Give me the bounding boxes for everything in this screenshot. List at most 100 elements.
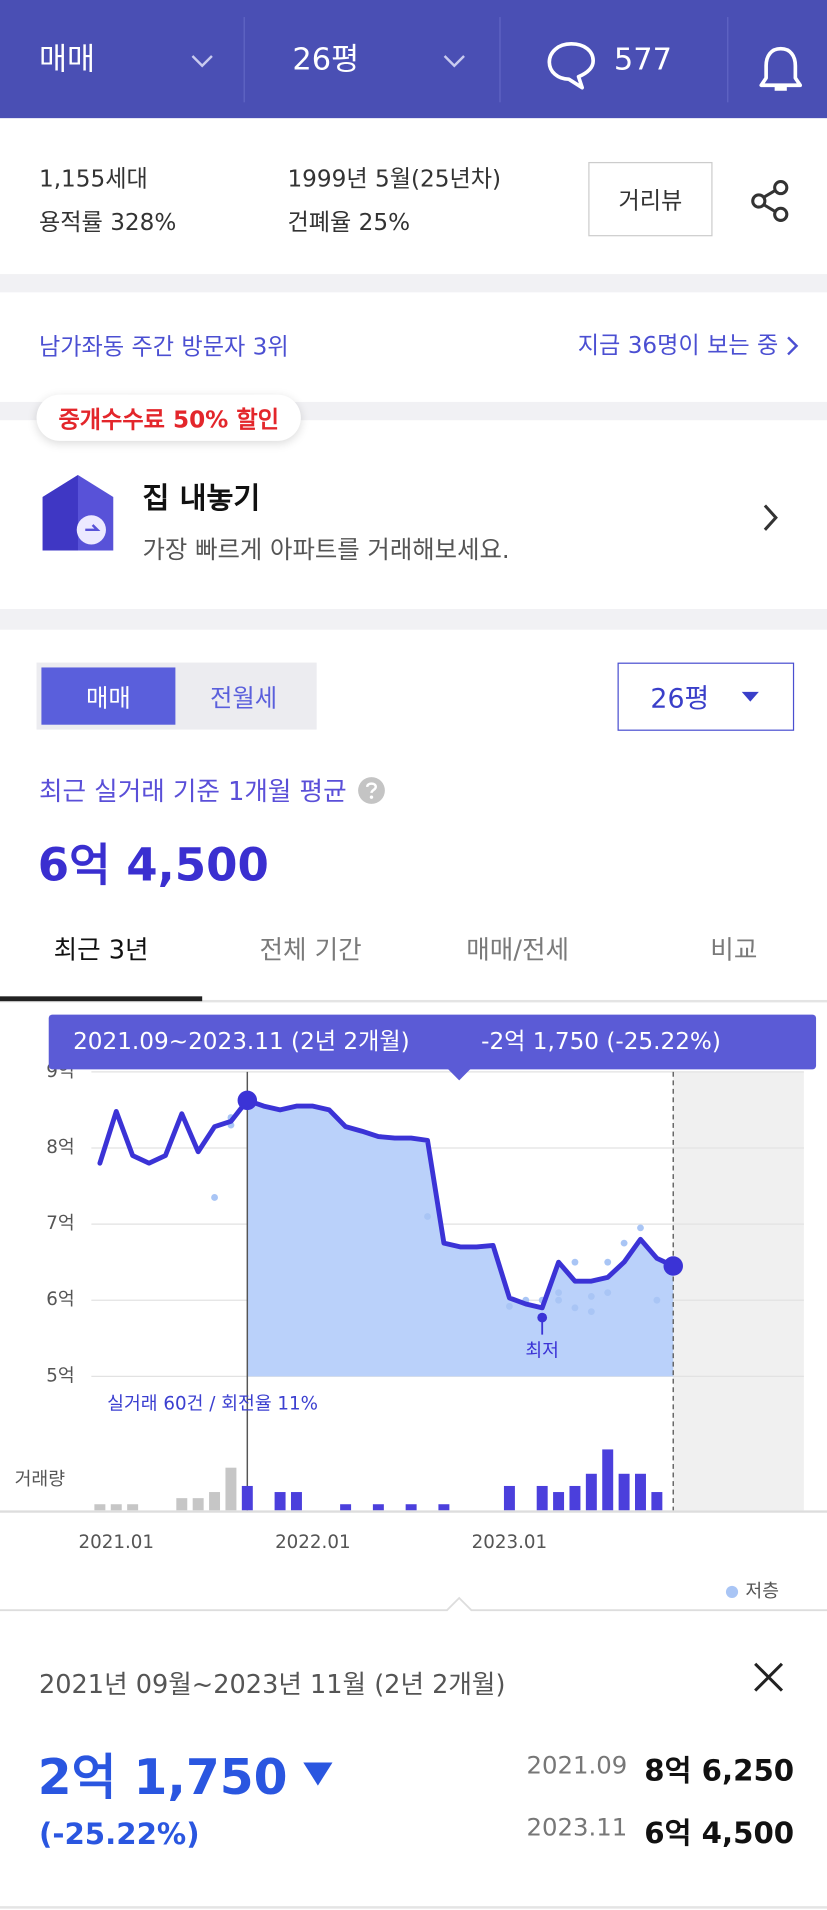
change-amount: 2억 1,750 [37,1750,288,1807]
chevron [787,336,799,356]
scatter-point [604,1258,612,1266]
close-icon[interactable] [753,1661,785,1693]
dropdown-arrow [742,691,760,702]
scatter-point [506,1302,513,1310]
scatter-point [571,1304,579,1312]
dropdown-label: 26평 [650,684,710,715]
range-marker [663,1256,683,1276]
scatter-point [555,1296,562,1304]
volume-bar [225,1467,237,1511]
volume-bar [340,1504,352,1511]
y-tick-label: 5억 [46,1365,74,1386]
average-row: 최근 실거래 기준 1개월 평균 [39,772,386,809]
volume-bar [585,1473,597,1511]
volume-bar [274,1492,286,1511]
bottom-border [0,1906,827,1909]
toggle-option[interactable]: 전월세 [209,683,278,713]
separator [0,274,827,293]
volume-bar [651,1492,663,1511]
volume-summary: 실거래 60건 / 회전율 11% [107,1393,318,1414]
separator [0,609,827,630]
legend-swatch [725,1585,739,1599]
building-coverage: 건폐율 25% [287,209,411,237]
built-year: 1999년 5월(25년차) [287,165,502,193]
scatter-point [424,1213,431,1220]
scatter-point [211,1194,218,1201]
volume-bar [94,1504,106,1511]
viewing-now: 지금 36명이 보는 중 [577,331,779,359]
volume-bar [176,1498,188,1511]
scatter-point [587,1292,595,1300]
street-view-button[interactable]: 거리뷰 [588,161,713,237]
volume-bar [503,1485,515,1511]
legend-label: 저층 [745,1581,779,1602]
tab-underline [0,996,203,1002]
end-price: 6억 4,500 [644,1816,795,1851]
chevron[interactable] [762,502,779,534]
trade-type[interactable]: 매매 [38,41,96,77]
change-percent: (-25.22%) [38,1817,200,1852]
selection-area [247,1100,674,1377]
households: 1,155세대 [38,165,148,193]
volume-bar [372,1504,384,1511]
average-price: 6억 4,500 [37,839,269,892]
y-tick-label: 8억 [46,1137,74,1158]
help-icon[interactable] [356,776,385,805]
tab-active[interactable]: 최근 3년 [53,935,149,965]
tooltip-box [48,1014,817,1070]
size-dropdown[interactable]: 26평 [617,662,795,731]
share-icon[interactable] [748,178,794,224]
scatter-point [555,1289,562,1297]
volume-bar [192,1498,204,1511]
comment-icon [547,42,595,90]
end-date: 2023.11 [526,1812,628,1842]
panel-divider [0,1596,827,1612]
volume-bar [553,1492,565,1511]
volume-bar [209,1492,221,1511]
divider [243,17,245,103]
viewing-now-link[interactable]: 지금 36명이 보는 중 [578,334,800,358]
promo-title[interactable]: 집 내놓기 [142,481,261,516]
promo-badge: 중개수수료 50% 할인 [36,394,301,441]
volume-bar [569,1485,581,1511]
y-tick-label: 7억 [46,1213,74,1234]
comment-count[interactable]: 577 [613,41,672,77]
toggle-active[interactable]: 매매 [41,667,176,725]
divider [499,17,501,103]
comparison-period: 2021년 09월~2023년 11월 (2년 2개월) [38,1669,506,1700]
scatter-point [587,1308,595,1316]
tab[interactable]: 비교 [710,935,758,965]
y-tick-label: 6억 [46,1289,74,1310]
volume-label: 거래량 [15,1469,66,1490]
volume-bar [241,1485,253,1511]
size-select[interactable]: 26평 [292,41,360,77]
x-tick-label: 2022.01 [275,1532,351,1553]
tab[interactable]: 매매/전세 [466,935,570,965]
bell-icon[interactable] [758,44,804,95]
average-label: 최근 실거래 기준 1개월 평균 [38,777,347,807]
tooltip: 2021.09~2023.11 (2년 2개월) -2억 1,750 (-25.2… [48,1014,817,1081]
volume-bar [110,1504,122,1511]
top-bar: 매매 26평 577 [0,0,827,119]
tab[interactable]: 전체 기간 [259,935,362,965]
price-line [97,1097,676,1311]
volume-bar [290,1492,302,1511]
floor-area-ratio: 용적률 328% [38,209,177,237]
range-marker [237,1090,258,1111]
tooltip-change: -2억 1,750 (-25.22%) [481,1029,721,1055]
down-arrow [303,1762,333,1786]
change-row: 2억 1,750 [38,1738,334,1809]
start-date: 2021.09 [526,1750,628,1780]
volume-bar [618,1473,630,1511]
start-price: 8억 6,250 [644,1753,795,1789]
volume-bar [405,1504,417,1511]
volume-bar [602,1449,614,1511]
future-area [673,1071,804,1511]
tooltip-period: 2021.09~2023.11 (2년 2개월) [73,1029,410,1055]
scatter-point [571,1258,579,1266]
house-icon [42,475,114,551]
